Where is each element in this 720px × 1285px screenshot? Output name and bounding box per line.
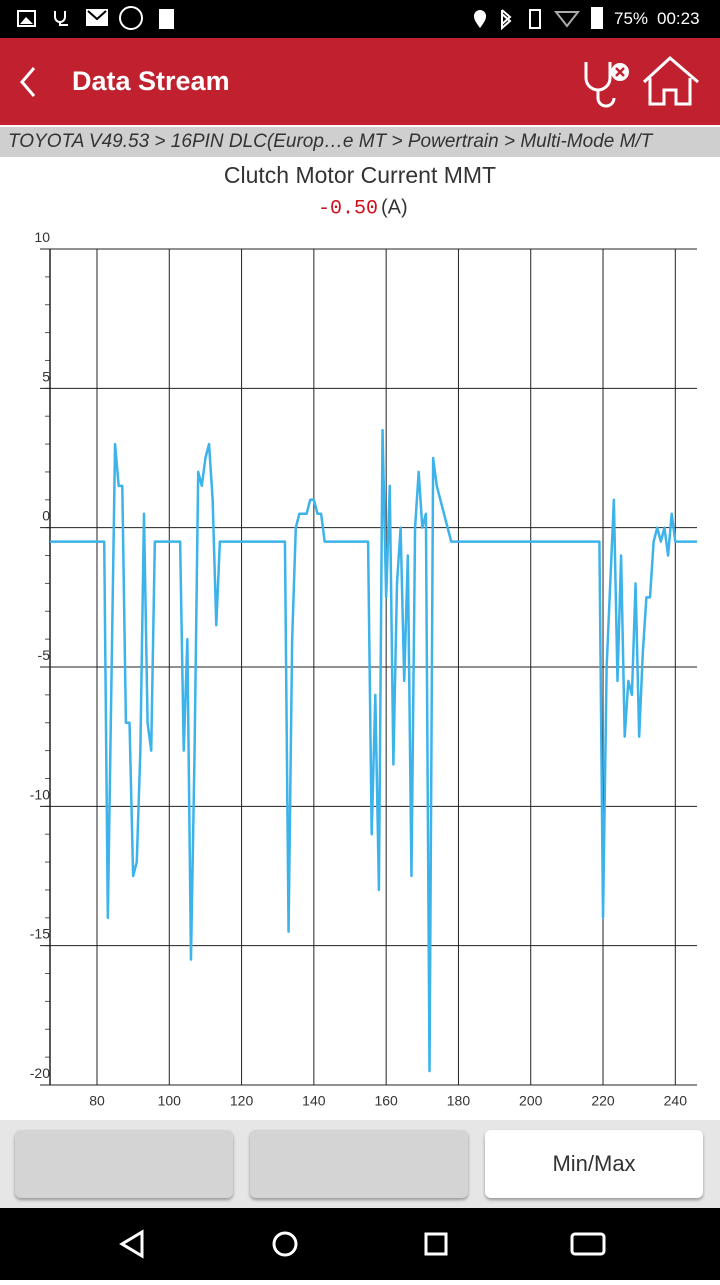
- chart: Clutch Motor Current MMT -0.50 (A) 10 5 0 -…: [30, 162, 697, 1109]
- status-icons: [17, 6, 174, 30]
- breadcrumb: TOYOTA V49.53 > 16PIN DLC(Europ…e MT > P…: [0, 127, 720, 157]
- data-line: [50, 428, 697, 1073]
- unit: (A): [381, 196, 408, 218]
- y-tick-label: -20: [30, 1065, 50, 1081]
- button-bar: Min/Max: [0, 1120, 720, 1208]
- diagnose-button[interactable]: [578, 52, 638, 112]
- x-tick-label: 240: [664, 1093, 688, 1109]
- page-title: Data Stream: [72, 66, 230, 96]
- x-tick-label: 220: [591, 1093, 615, 1109]
- status-right-icons: [474, 7, 603, 31]
- button[interactable]: [250, 1130, 468, 1198]
- nav-icons: [119, 1229, 606, 1259]
- min-max-button[interactable]: Min/Max: [485, 1130, 703, 1198]
- y-tick-label: 5: [42, 368, 50, 384]
- y-tick-label: -5: [38, 647, 51, 663]
- nav-back[interactable]: [119, 1229, 144, 1259]
- app-bar: Data Stream: [0, 38, 720, 125]
- button[interactable]: [15, 1130, 233, 1198]
- x-tick-label: 80: [89, 1093, 105, 1109]
- y-tick-label: 0: [42, 508, 50, 524]
- y-tick-label: -15: [30, 926, 50, 942]
- x-tick-label: 180: [447, 1093, 471, 1109]
- back-button[interactable]: [10, 62, 50, 102]
- home-button[interactable]: [640, 54, 702, 110]
- y-tick-label: 10: [34, 229, 50, 245]
- nav-screenshot[interactable]: [570, 1232, 606, 1256]
- battery-level: 75%: [614, 9, 649, 28]
- navigation-bar: [0, 1208, 720, 1280]
- current-value: -0.50: [318, 197, 378, 220]
- x-tick-label: 140: [302, 1093, 326, 1109]
- clock: 00:23: [657, 9, 700, 28]
- nav-home[interactable]: [272, 1231, 298, 1257]
- x-tick-label: 160: [374, 1093, 398, 1109]
- x-tick-label: 120: [230, 1093, 254, 1109]
- y-tick-label: -10: [30, 786, 50, 802]
- x-tick-label: 100: [158, 1093, 182, 1109]
- status-bar: 75% 00:23: [0, 0, 720, 38]
- x-tick-label: 200: [519, 1093, 543, 1109]
- nav-recent[interactable]: [424, 1232, 448, 1256]
- chart-title: Clutch Motor Current MMT: [224, 162, 496, 188]
